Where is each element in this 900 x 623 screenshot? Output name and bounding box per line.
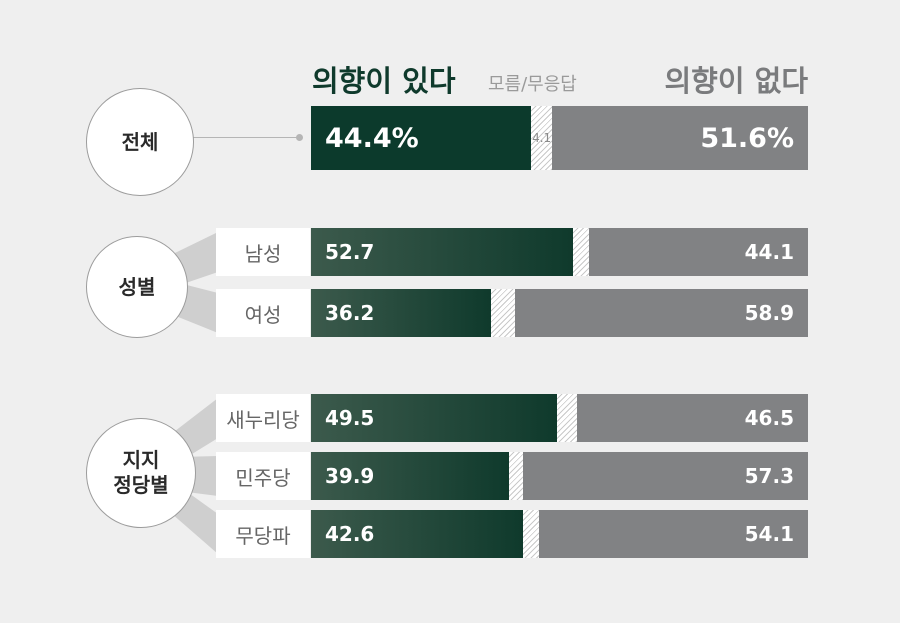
value-label-yes: 39.9 xyxy=(325,464,375,488)
bar-segment-dont-know xyxy=(490,289,516,337)
bar-segment-yes xyxy=(311,106,532,170)
value-label-yes: 52.7 xyxy=(325,240,375,264)
stacked-bar: 36.2 58.9 xyxy=(311,289,808,337)
category-label: 민주당 xyxy=(216,452,310,500)
bar-segment-yes xyxy=(311,228,573,276)
legend-no: 의향이 없다 xyxy=(664,64,809,98)
bar-segment-no xyxy=(523,452,808,500)
bar-segment-no xyxy=(576,394,808,442)
value-label-no: 44.1 xyxy=(744,240,794,264)
legend-dont-know: 모름/무응답 xyxy=(488,74,577,95)
group-label-circle: 성별 xyxy=(86,236,188,338)
bar-segment-no xyxy=(515,289,808,337)
value-label-no: 51.6% xyxy=(700,122,794,154)
bar-segment-yes xyxy=(311,289,491,337)
total-connector-line xyxy=(193,137,300,138)
stacked-bar: 44.4% 51.6% 4.1 xyxy=(311,106,808,170)
category-label: 무당파 xyxy=(216,510,310,558)
bar-segment-dont-know xyxy=(572,228,589,276)
legend-yes: 의향이 있다 xyxy=(312,64,456,98)
value-label-no: 54.1 xyxy=(744,522,794,546)
bar-segment-yes xyxy=(311,510,523,558)
value-label-yes: 44.4% xyxy=(325,122,419,154)
bar-segment-dont-know xyxy=(509,452,524,500)
category-label: 남성 xyxy=(216,228,310,276)
bar-segment-no xyxy=(539,510,808,558)
total-connector-dot xyxy=(296,134,303,141)
bar-segment-dont-know xyxy=(531,106,552,170)
stacked-bar: 39.9 57.3 xyxy=(311,452,808,500)
value-label-no: 58.9 xyxy=(744,301,794,325)
bar-segment-yes xyxy=(311,394,557,442)
group-label-circle: 전체 xyxy=(86,88,194,196)
value-label-yes: 49.5 xyxy=(325,406,375,430)
bar-segment-dont-know xyxy=(522,510,540,558)
stacked-bar: 52.7 44.1 xyxy=(311,228,808,276)
stacked-bar: 49.5 46.5 xyxy=(311,394,808,442)
bar-segment-yes xyxy=(311,452,510,500)
category-label: 새누리당 xyxy=(216,394,310,442)
value-label-no: 46.5 xyxy=(744,406,794,430)
value-label-no: 57.3 xyxy=(744,464,794,488)
value-label-dont-know: 4.1 xyxy=(532,131,552,145)
value-label-yes: 36.2 xyxy=(325,301,375,325)
bar-segment-no xyxy=(551,106,808,170)
value-label-yes: 42.6 xyxy=(325,522,375,546)
bar-segment-dont-know xyxy=(557,394,577,442)
bar-segment-no xyxy=(588,228,808,276)
group-label-circle: 지지 정당별 xyxy=(86,418,196,528)
stacked-bar: 42.6 54.1 xyxy=(311,510,808,558)
category-label: 여성 xyxy=(216,289,310,337)
